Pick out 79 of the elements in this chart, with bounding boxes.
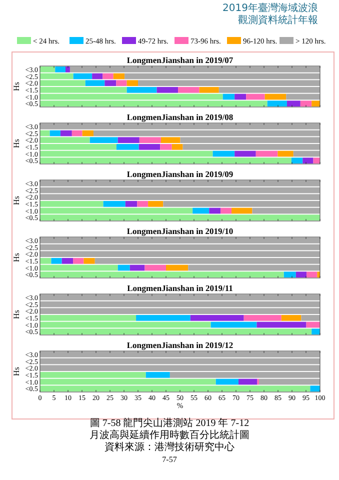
bar <box>212 150 235 157</box>
bar <box>103 200 126 207</box>
chart-title: LongmenJianshan in 2019/11 <box>127 283 233 293</box>
bar <box>50 130 60 136</box>
bar <box>125 200 138 207</box>
bar <box>113 73 125 80</box>
bar <box>246 94 265 100</box>
bar <box>267 100 287 107</box>
bar <box>220 208 232 214</box>
bar <box>130 264 145 271</box>
bar <box>284 272 296 278</box>
bar <box>234 94 246 100</box>
bar <box>137 200 148 207</box>
bar <box>65 66 70 72</box>
bar <box>244 314 282 321</box>
bar <box>62 258 74 264</box>
text: 觀測資料統計年報 <box>238 14 318 26</box>
bar <box>256 322 306 328</box>
bar <box>264 94 286 100</box>
bar <box>278 150 294 157</box>
bar <box>104 80 116 86</box>
bar <box>60 130 72 136</box>
y-axis-title: Hs <box>12 253 21 262</box>
bar <box>116 80 127 86</box>
bar <box>209 208 221 214</box>
chart-title: LongmenJianshan in 2019/07 <box>126 55 234 65</box>
bar <box>232 208 252 214</box>
bar <box>300 100 312 107</box>
y-axis-title: Hs <box>12 310 21 319</box>
bar <box>192 208 210 214</box>
source-note: 資料來源：港灣技術研究中心 <box>104 441 234 453</box>
bar <box>55 66 66 72</box>
bar <box>82 130 94 136</box>
bar <box>144 264 166 271</box>
bar <box>312 328 320 335</box>
y-axis-title: Hs <box>12 367 21 376</box>
bar <box>302 158 314 164</box>
bar <box>296 272 307 278</box>
chart-title: LongmenJianshan in 2019/12 <box>126 340 234 350</box>
bar <box>317 272 320 278</box>
bar <box>118 264 130 271</box>
bar <box>238 378 258 385</box>
bar <box>286 100 300 107</box>
bar <box>256 150 278 157</box>
bar <box>178 86 200 93</box>
bar <box>72 130 82 136</box>
caption: 圖 7-58 龍門尖山港測站 2019 年 7-12 月波高與延續作用時數百分比統計圖 <box>90 417 250 441</box>
bar <box>234 150 256 157</box>
bar <box>102 73 114 80</box>
bar <box>216 378 239 385</box>
bar <box>281 314 302 321</box>
bar <box>313 158 320 164</box>
bar <box>126 86 157 93</box>
y-axis-title: Hs <box>12 82 21 91</box>
bar <box>156 86 178 93</box>
bar <box>84 258 95 264</box>
bar <box>312 100 320 107</box>
bar <box>222 94 235 100</box>
bar <box>148 200 164 207</box>
text: 7-57 <box>162 455 177 464</box>
bar <box>92 73 103 80</box>
chart-title: LongmenJianshan in 2019/09 <box>126 169 234 179</box>
bar <box>199 86 219 93</box>
chart-title: LongmenJianshan in 2019/10 <box>126 226 234 236</box>
bar <box>51 258 62 264</box>
bar <box>190 314 244 321</box>
bar <box>210 322 257 328</box>
text: 2019年臺灣海域波浪 <box>222 2 318 14</box>
y-axis-title: Hs <box>12 196 21 205</box>
bar <box>136 314 190 321</box>
chart-title: LongmenJianshan in 2019/08 <box>126 112 234 122</box>
bar <box>146 372 170 378</box>
bar <box>126 80 138 86</box>
y-axis-title: Hs <box>12 139 21 148</box>
bar <box>166 264 188 271</box>
bar <box>310 386 320 392</box>
bar <box>306 272 318 278</box>
bar <box>291 158 303 164</box>
bar <box>73 258 84 264</box>
